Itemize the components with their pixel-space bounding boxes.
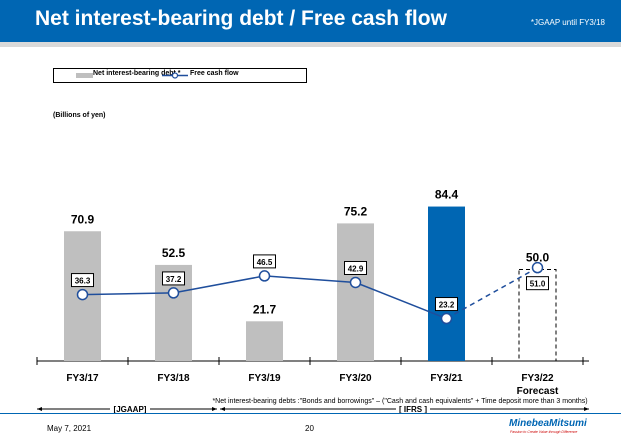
ifrs-label: [ IFRS ] [399,405,427,414]
fcf-label-box [344,260,367,275]
x-tick-sublabel: Forecast [517,386,559,397]
footer-divider [0,413,621,414]
x-tick-label: FY3/19 [248,373,281,384]
fcf-point [76,288,89,301]
x-tick-label: FY3/21 [430,373,463,384]
fcf-label-box [162,271,185,286]
bar-data-label: 50.0 [526,251,550,265]
bar [428,206,465,361]
header-divider [0,42,621,47]
legend-line-label: Free cash flow [190,70,239,77]
fcf-line-segment [355,281,447,320]
ifrs-label-bg [396,403,430,413]
bar-data-label: 70.9 [71,212,95,226]
company-logo: MinebeaMitsumi [509,418,587,429]
company-tagline: Passion to Create Value through Differen… [510,430,578,434]
jgaap-label-bg [110,403,150,413]
bar-data-label: 84.4 [435,188,459,202]
fcf-data-label: 37.2 [166,275,182,284]
x-tick-label: FY3/18 [157,373,190,384]
footnote: *Net interest-bearing debts :"Bonds and … [212,398,587,405]
bar-data-label: 75.2 [344,204,368,218]
bar [337,223,374,361]
fcf-data-label: 23.2 [439,301,455,310]
header-note: *JGAAP until FY3/18 [530,18,605,27]
fcf-point [167,287,180,299]
fcf-line-segment [82,292,174,296]
fcf-point [349,276,362,289]
legend-bar-label: Net interest-bearing debt * [93,70,181,77]
x-tick-label: FY3/17 [66,373,99,384]
chart-legend: Net interest-bearing debt * Free cash fl… [53,68,307,83]
fcf-data-label: 46.5 [257,258,273,267]
footer-date: May 7, 2021 [47,424,92,433]
fcf-label-box [526,276,549,291]
fcf-data-label: 51.0 [530,280,546,289]
fcf-data-label: 36.3 [75,277,91,286]
bar-legend-swatch [76,73,93,78]
line-legend-marker-icon [162,72,188,79]
bar [246,321,283,361]
fcf-point [258,270,271,282]
page-number: 20 [305,424,314,433]
fcf-label-box [71,273,94,288]
jgaap-label: [JGAAP] [114,405,147,414]
fcf-label-box [435,297,458,312]
bar-data-label: 52.5 [162,246,186,260]
x-tick-label: FY3/22 [521,373,554,384]
fcf-line-segment [173,275,265,294]
fcf-point [440,312,453,325]
bar-data-label: 21.7 [253,302,277,316]
units-label: (Billions of yen) [53,112,106,119]
fcf-label-box [253,254,276,269]
x-tick-label: FY3/20 [339,373,372,384]
fcf-line-segment [264,275,356,284]
bar-forecast [518,269,557,362]
page-title: Net interest-bearing debt / Free cash fl… [35,7,447,30]
fcf-data-label: 42.9 [348,264,364,273]
fcf-point [531,261,544,274]
header-bar: Net interest-bearing debt / Free cash fl… [0,0,621,42]
